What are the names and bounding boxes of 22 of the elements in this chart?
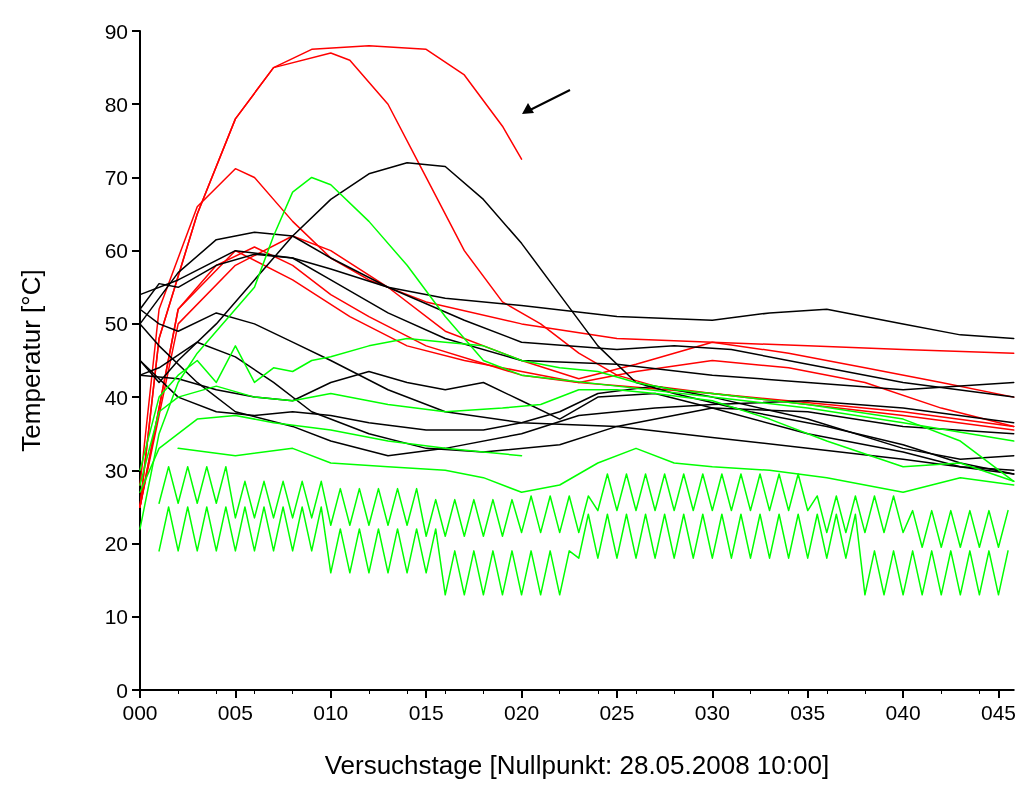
y-tick-label: 90 [104, 19, 128, 43]
y-tick-label: 0 [116, 678, 128, 702]
x-tick-label: 040 [885, 701, 921, 724]
y-tick-label: 80 [104, 92, 128, 116]
y-tick-label: 50 [104, 312, 128, 336]
x-tick-label: 015 [408, 701, 444, 724]
x-tick-label: 030 [694, 701, 730, 724]
y-tick-label: 60 [104, 239, 128, 263]
x-tick-label: 000 [122, 701, 158, 724]
x-axis-title: Versuchstage [Nullpunkt: 28.05.2008 10:00] [324, 750, 830, 780]
x-tick-label: 035 [790, 701, 826, 724]
x-tick-label: 010 [313, 701, 349, 724]
x-tick-label: 005 [217, 701, 253, 724]
x-tick-label: 020 [504, 701, 540, 724]
x-tick-label: 045 [980, 701, 1016, 724]
y-tick-label: 70 [104, 165, 128, 189]
x-tick-label: 025 [599, 701, 635, 724]
y-tick-label: 30 [104, 458, 128, 482]
y-tick-label: 10 [104, 605, 128, 629]
y-tick-label: 20 [104, 532, 128, 556]
y-axis-title: Temperatur [°C] [16, 269, 46, 452]
y-tick-label: 40 [104, 385, 128, 409]
